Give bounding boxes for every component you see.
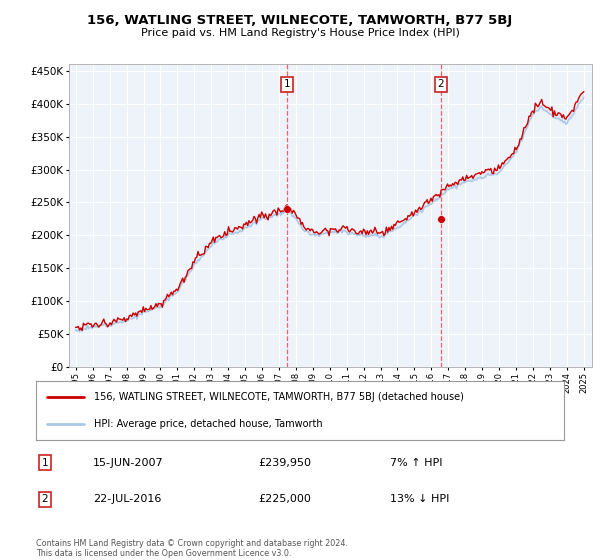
Text: Contains HM Land Registry data © Crown copyright and database right 2024.
This d: Contains HM Land Registry data © Crown c… [36,539,348,558]
Text: 7% ↑ HPI: 7% ↑ HPI [390,458,443,468]
Text: £239,950: £239,950 [258,458,311,468]
Text: 2: 2 [437,79,444,89]
Text: HPI: Average price, detached house, Tamworth: HPI: Average price, detached house, Tamw… [94,419,323,430]
Text: 1: 1 [283,79,290,89]
Text: 2: 2 [41,494,49,504]
Text: 1: 1 [41,458,49,468]
Text: Price paid vs. HM Land Registry's House Price Index (HPI): Price paid vs. HM Land Registry's House … [140,28,460,38]
Text: 156, WATLING STREET, WILNECOTE, TAMWORTH, B77 5BJ (detached house): 156, WATLING STREET, WILNECOTE, TAMWORTH… [94,392,464,402]
Text: 22-JUL-2016: 22-JUL-2016 [93,494,161,504]
Text: 13% ↓ HPI: 13% ↓ HPI [390,494,449,504]
Text: 15-JUN-2007: 15-JUN-2007 [93,458,164,468]
Text: £225,000: £225,000 [258,494,311,504]
Text: 156, WATLING STREET, WILNECOTE, TAMWORTH, B77 5BJ: 156, WATLING STREET, WILNECOTE, TAMWORTH… [88,14,512,27]
